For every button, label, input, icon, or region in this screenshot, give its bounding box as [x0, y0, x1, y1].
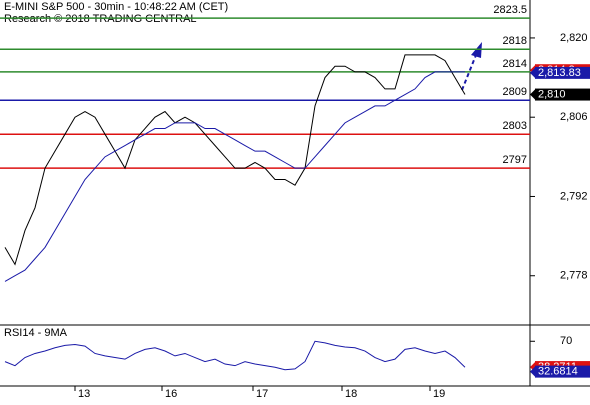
- x-tick-label: 17: [256, 388, 268, 400]
- forecast-arrow: [461, 54, 477, 91]
- y-tick-label: 2,778: [560, 270, 588, 282]
- level-label: 2797: [503, 154, 527, 166]
- y-tick-label: 70: [560, 335, 572, 347]
- price-tag-label: 32.6814: [538, 366, 578, 378]
- price-line: [4, 54, 466, 266]
- level-label: 2818: [503, 35, 527, 47]
- price-tag-pointer: [530, 66, 536, 79]
- x-tick-label: 16: [165, 388, 177, 400]
- level-label: 2809: [503, 86, 527, 98]
- price-tag-label: 2,813.83: [538, 67, 581, 79]
- price-tag-pointer: [530, 88, 536, 101]
- level-label: 2823.5: [493, 4, 527, 16]
- x-tick-label: 19: [433, 388, 445, 400]
- y-tick-label: 2,820: [560, 32, 588, 44]
- y-tick-label: 2,806: [560, 111, 588, 123]
- level-label: 2803: [503, 120, 527, 132]
- price-tag: [535, 88, 590, 101]
- price-line: [4, 340, 466, 371]
- x-tick-label: 18: [345, 388, 357, 400]
- rsi-title: RSI14 - 9MA: [4, 327, 68, 339]
- price-tag: [535, 66, 590, 79]
- level-label: 2814: [503, 58, 527, 70]
- price-tag: [535, 365, 590, 378]
- price-tag-pointer: [530, 365, 536, 378]
- chart-title: E-MINI S&P 500 - 30min - 10:48:22 AM (CE…: [4, 1, 228, 13]
- price-line: [4, 71, 465, 282]
- chart-subtitle: Research © 2018 TRADING CENTRAL: [4, 13, 197, 25]
- price-tag-label: 2,810: [538, 88, 566, 100]
- y-tick-label: 2,792: [560, 190, 588, 202]
- x-tick-label: 13: [78, 388, 90, 400]
